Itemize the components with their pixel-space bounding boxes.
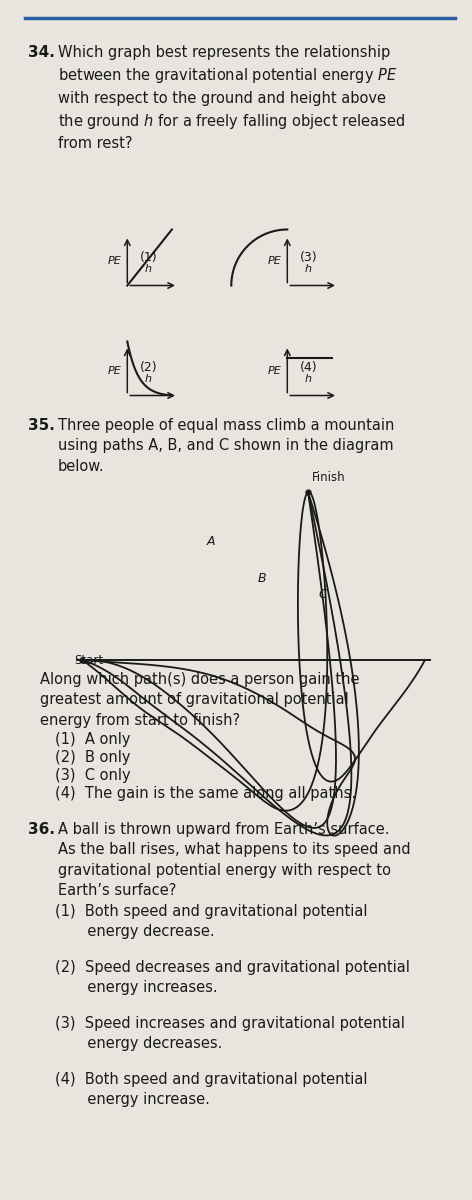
- Text: (3)  Speed increases and gravitational potential
       energy decreases.: (3) Speed increases and gravitational po…: [55, 1016, 405, 1051]
- Text: Three people of equal mass climb a mountain
using paths A, B, and C shown in the: Three people of equal mass climb a mount…: [58, 418, 395, 474]
- Text: (2): (2): [140, 361, 158, 374]
- Text: 35.: 35.: [28, 418, 55, 433]
- Text: (3): (3): [300, 252, 317, 264]
- Text: PE: PE: [107, 256, 121, 265]
- Text: (1): (1): [140, 252, 158, 264]
- Text: Start: Start: [74, 654, 103, 667]
- Text: (1)  Both speed and gravitational potential
       energy decrease.: (1) Both speed and gravitational potenti…: [55, 904, 368, 940]
- Text: $h$: $h$: [144, 372, 153, 384]
- Text: (3)  C only: (3) C only: [55, 768, 131, 782]
- Text: (2)  Speed decreases and gravitational potential
       energy increases.: (2) Speed decreases and gravitational po…: [55, 960, 410, 996]
- Text: Finish: Finish: [312, 470, 346, 484]
- Text: 36.: 36.: [28, 822, 55, 838]
- Text: $h$: $h$: [304, 372, 313, 384]
- Text: A ball is thrown upward from Earth’s surface.
As the ball rises, what happens to: A ball is thrown upward from Earth’s sur…: [58, 822, 411, 898]
- Text: (2)  B only: (2) B only: [55, 750, 130, 766]
- Text: A: A: [207, 535, 216, 548]
- Text: (4)  Both speed and gravitational potential
       energy increase.: (4) Both speed and gravitational potenti…: [55, 1072, 368, 1108]
- Text: (1)  A only: (1) A only: [55, 732, 130, 746]
- Text: (4)  The gain is the same along all paths.: (4) The gain is the same along all paths…: [55, 786, 356, 802]
- Text: $h$: $h$: [304, 263, 313, 275]
- Text: 34.: 34.: [28, 44, 55, 60]
- Text: (4): (4): [300, 361, 317, 374]
- Text: Along which path(s) does a person gain the
greatest amount of gravitational pote: Along which path(s) does a person gain t…: [40, 672, 360, 727]
- Text: PE: PE: [267, 256, 281, 265]
- Text: C: C: [318, 588, 327, 601]
- Text: $h$: $h$: [144, 263, 153, 275]
- Text: B: B: [258, 572, 267, 584]
- Text: PE: PE: [107, 366, 121, 376]
- Text: PE: PE: [267, 366, 281, 376]
- Text: Which graph best represents the relationship
between the gravitational potential: Which graph best represents the relation…: [58, 44, 405, 151]
